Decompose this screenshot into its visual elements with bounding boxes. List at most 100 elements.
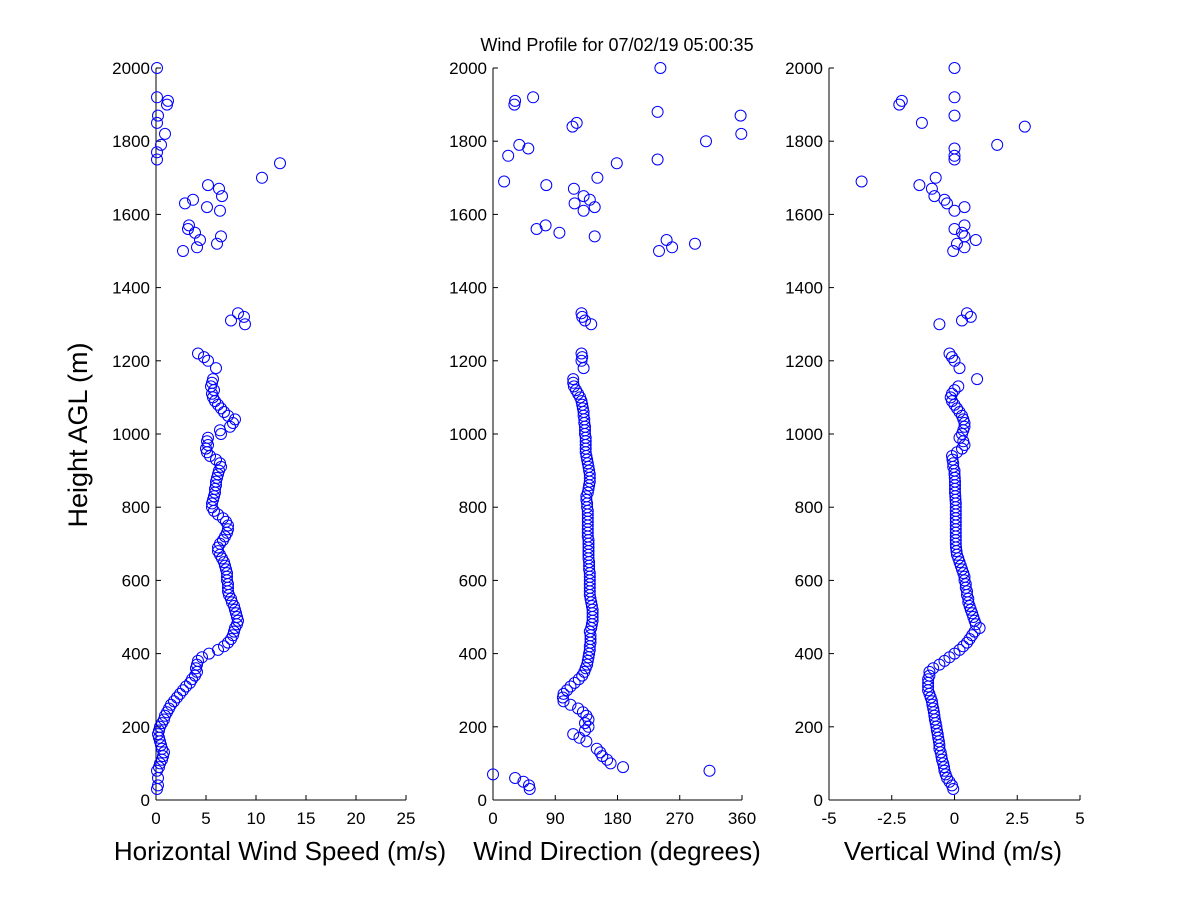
direction-data-point (540, 179, 553, 192)
direction-data-point (557, 695, 570, 708)
vertical-data-point (953, 643, 966, 656)
speed-data-point (229, 603, 241, 616)
x-tick-label: 0 (950, 809, 959, 828)
x-tick-label: 10 (247, 809, 266, 828)
speed-data-point (227, 629, 239, 642)
vertical-data-point (928, 190, 941, 203)
y-tick-label: 400 (459, 645, 487, 664)
vertical-data-point (969, 234, 982, 246)
y-axis-label: Height AGL (m) (63, 342, 93, 527)
speed-data-point (205, 380, 217, 393)
vertical-data-point (956, 409, 968, 422)
x-tick-label: 20 (347, 809, 366, 828)
y-tick-label: 800 (795, 498, 823, 517)
direction-data-point (580, 709, 593, 722)
speed-data-point (191, 658, 203, 671)
speed-data-point (198, 351, 210, 364)
speed-data-point (180, 680, 192, 693)
vertical-data-point (938, 193, 951, 206)
speed-data-point (201, 435, 213, 448)
direction-data-point (689, 237, 701, 250)
speed-data-point (183, 219, 195, 232)
direction-data-point (556, 691, 569, 704)
vertical-data-point (946, 351, 958, 364)
y-tick-label: 400 (122, 645, 150, 664)
vertical-data-point (948, 398, 961, 411)
direction-data-point (594, 746, 607, 759)
speed-data-point (192, 347, 204, 360)
y-tick-label: 400 (795, 645, 823, 664)
y-tick-label: 600 (459, 571, 487, 590)
speed-data-point (191, 241, 203, 254)
speed-data-point (155, 138, 167, 151)
speed-data-point (153, 761, 165, 774)
y-tick-label: 200 (459, 718, 487, 737)
vertical-data-point (951, 237, 963, 250)
speed-data-point (212, 398, 224, 411)
x-tick-label: 0 (151, 809, 160, 828)
x-axis-label-horizontal-speed: Horizontal Wind Speed (m/s) (114, 836, 446, 866)
vertical-data-point (923, 669, 936, 682)
x-tick-label: 360 (728, 809, 756, 828)
speed-data-point (201, 201, 213, 214)
vertical-wind-panel: 0 200 400 600 800 1000 1200 1400 1600 1800 2000 -5 -… (785, 59, 1085, 828)
speed-data-point (212, 643, 224, 656)
direction-data-point (651, 153, 664, 166)
speed-data-point (210, 453, 222, 466)
y-tick-label: 1800 (112, 132, 150, 151)
direction-data-point (610, 157, 623, 170)
direction-data-point (572, 387, 585, 400)
speed-data-point (161, 98, 173, 111)
vertical-data-point (948, 109, 961, 122)
direction-data-point (591, 171, 604, 184)
speed-data-point (211, 471, 223, 484)
direction-data-point (567, 728, 580, 741)
direction-data-point (703, 764, 716, 777)
x-tick-label: 90 (546, 809, 565, 828)
speed-data-point (207, 373, 219, 386)
y-tick-label: 2000 (785, 59, 823, 78)
speed-data-point (224, 420, 236, 433)
y-tick-label: 1600 (785, 205, 823, 224)
speed-data-point (220, 563, 232, 576)
direction-data-point (561, 684, 573, 697)
speed-data-point (151, 91, 163, 104)
vertical-data-point (948, 384, 961, 397)
speed-data-point (168, 695, 180, 708)
vertical-data-point (991, 138, 1004, 151)
direction-data-point (509, 772, 522, 784)
direction-data-point (568, 197, 581, 210)
speed-data-point (232, 307, 244, 320)
direction-data-point (572, 702, 585, 715)
direction-data-point (553, 226, 566, 239)
vertical-data-point (923, 665, 936, 678)
speed-data-point (165, 698, 177, 711)
y-tick-label: 800 (459, 498, 487, 517)
speed-data-point (216, 190, 228, 203)
speed-data-point (215, 230, 227, 243)
speed-data-point (196, 651, 208, 664)
y-tick-label: 2000 (112, 59, 150, 78)
speed-data-point (152, 779, 164, 792)
y-tick-label: 800 (122, 498, 150, 517)
vertical-data-point (966, 629, 979, 642)
vertical-data-point (957, 640, 970, 653)
vertical-data-point (1018, 120, 1031, 133)
y-tick-label: 1400 (449, 279, 487, 298)
speed-data-point (220, 515, 232, 528)
direction-data-point (539, 219, 552, 232)
x-tick-label: 270 (666, 809, 694, 828)
direction-data-point (509, 94, 522, 107)
speed-data-point (238, 310, 250, 323)
vertical-data-point (958, 230, 971, 243)
speed-data-point (229, 413, 241, 426)
direction-data-point (576, 402, 589, 415)
speed-data-point (214, 457, 226, 470)
y-tick-label: 1400 (785, 279, 823, 298)
vertical-data-point (948, 142, 961, 155)
speed-data-point (214, 204, 226, 217)
vertical-data-point (946, 387, 958, 400)
x-tick-label: 15 (297, 809, 316, 828)
speed-data-point (212, 545, 224, 558)
